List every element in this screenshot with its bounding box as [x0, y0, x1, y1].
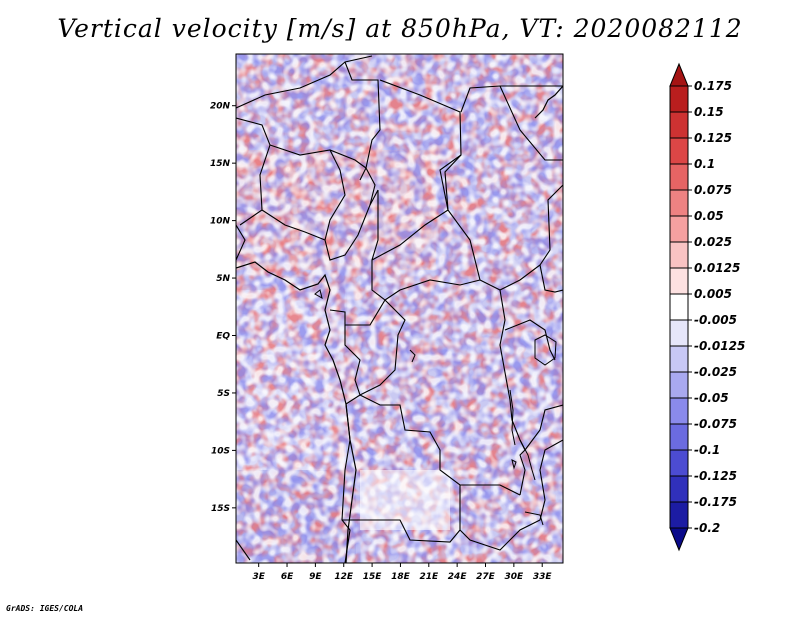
colorbar-swatch	[669, 423, 689, 451]
colorbar-label: 0.15	[694, 105, 724, 119]
colorbar: 0.175 0.15 0.125 0.1 0.075 0.05 0.025 0.0125 0.0…	[669, 62, 745, 552]
x-tick-label: 33E	[533, 572, 553, 582]
colorbar-label: 0.005	[694, 287, 732, 301]
colorbar-label: -0.025	[694, 365, 737, 379]
x-tick-label: 12E	[334, 572, 354, 582]
colorbar-swatch	[669, 319, 689, 347]
y-axis: 20N 15N 10N 5N EQ 5S 10S 15S	[210, 102, 236, 514]
colorbar-swatch	[669, 111, 689, 139]
colorbar-swatch	[669, 293, 689, 321]
colorbar-label: 0.175	[694, 79, 732, 93]
colorbar-label: -0.005	[694, 313, 737, 327]
y-tick-label: 5N	[216, 274, 230, 284]
colorbar-swatch	[669, 85, 689, 113]
x-axis: 3E 6E 9E 12E 15E 18E 21E 24E 27E 30E 33E	[252, 563, 552, 582]
colorbar-label: 0.075	[694, 183, 732, 197]
colorbar-swatch	[669, 501, 689, 529]
y-tick-label: 10S	[211, 446, 230, 456]
colorbar-bottom-arrow	[669, 527, 689, 552]
colorbar-swatch	[669, 371, 689, 399]
colorbar-label: -0.1	[694, 443, 720, 457]
colorbar-swatch	[669, 163, 689, 191]
y-tick-label: 5S	[217, 389, 230, 399]
colorbar-label: -0.125	[694, 469, 737, 483]
colorbar-label: -0.05	[694, 391, 729, 405]
colorbar-label: -0.075	[694, 417, 737, 431]
x-tick-label: 6E	[281, 572, 294, 582]
coastline	[236, 85, 563, 563]
lakes	[314, 289, 557, 526]
colorbar-label: 0.125	[694, 131, 732, 145]
colorbar-label: 0.1	[694, 157, 715, 171]
colorbar-swatch	[669, 215, 689, 243]
colorbar-label: -0.0125	[694, 339, 745, 353]
colorbar-label: -0.175	[694, 495, 737, 509]
x-tick-label: 30E	[505, 572, 525, 582]
y-tick-label: EQ	[216, 332, 230, 342]
y-tick-label: 10N	[210, 217, 231, 227]
x-tick-label: 15E	[363, 572, 383, 582]
colorbar-label: 0.0125	[694, 261, 740, 275]
map-area	[236, 54, 563, 563]
colorbar-swatch	[669, 449, 689, 477]
colorbar-swatch	[669, 137, 689, 165]
chart-title: Vertical velocity [m/s] at 850hPa, VT: 2…	[57, 14, 743, 43]
x-tick-label: 21E	[419, 572, 439, 582]
plot-frame	[235, 53, 564, 564]
x-tick-label: 27E	[476, 572, 496, 582]
colorbar-label: -0.2	[694, 521, 720, 535]
grads-credit: GrADS: IGES/COLA	[6, 604, 84, 613]
x-tick-label: 24E	[448, 572, 468, 582]
y-tick-label: 15N	[210, 159, 231, 169]
colorbar-swatch	[669, 241, 689, 269]
colorbar-swatch	[669, 345, 689, 373]
colorbar-swatch	[669, 189, 689, 217]
colorbar-swatch	[669, 267, 689, 295]
y-tick-label: 20N	[210, 102, 231, 112]
x-tick-label: 3E	[252, 572, 265, 582]
colorbar-top-arrow	[669, 62, 689, 87]
colorbar-label: 0.05	[694, 209, 724, 223]
y-tick-label: 15S	[211, 504, 230, 514]
colorbar-swatch	[669, 397, 689, 425]
colorbar-label: 0.025	[694, 235, 732, 249]
colorbar-swatch	[669, 475, 689, 503]
x-tick-label: 9E	[309, 572, 322, 582]
angola-white-region	[360, 470, 450, 530]
x-tick-label: 18E	[391, 572, 411, 582]
